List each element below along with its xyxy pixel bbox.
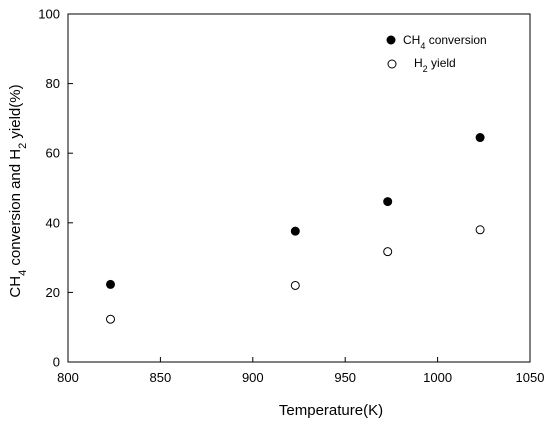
legend: CH4 conversion H2 yield <box>386 33 487 74</box>
x-tick-label: 800 <box>57 370 79 385</box>
y-tick-label: 100 <box>38 7 60 22</box>
x-tick-label: 1000 <box>423 370 452 385</box>
y-axis-label-part2: conversion and H <box>7 149 24 270</box>
data-point-h2 <box>106 314 116 324</box>
legend-label-h2-sub: 2 <box>423 64 428 74</box>
data-point-ch4 <box>475 133 485 143</box>
x-axis-label: Temperature(K) <box>279 402 383 419</box>
legend-label-ch4-conversion: CH4 conversion <box>403 33 487 51</box>
y-axis-label: CH4 conversion and H2 yield(%) <box>7 84 29 297</box>
y-axis-label-part3: yield(%) <box>7 84 24 142</box>
y-tick-label: 20 <box>46 285 60 300</box>
legend-label-ch4-sub: 4 <box>420 41 425 51</box>
y-axis-label-part1: CH <box>7 276 24 298</box>
y-tick-label: 60 <box>46 146 60 161</box>
y-tick-label: 80 <box>46 76 60 91</box>
data-point-h2 <box>290 280 300 290</box>
data-points <box>106 133 485 324</box>
y-axis-label-sub2: 2 <box>17 143 29 149</box>
x-tick-label: 950 <box>334 370 356 385</box>
data-point-ch4 <box>290 226 300 236</box>
data-point-h2 <box>475 225 485 235</box>
plot-area-frame <box>67 13 531 363</box>
legend-label-ch4-main: CH <box>403 33 420 47</box>
x-axis-ticks: 800 850 900 950 1000 1050 <box>57 357 544 385</box>
x-tick-label: 850 <box>150 370 172 385</box>
data-point-h2 <box>383 247 393 257</box>
y-tick-label: 0 <box>53 355 60 370</box>
legend-label-h2-yield: H2 yield <box>414 56 456 74</box>
y-tick-label: 40 <box>46 215 60 230</box>
data-point-ch4 <box>106 279 116 289</box>
legend-label-ch4-rest: conversion <box>425 33 486 47</box>
legend-marker-h2-yield <box>387 59 397 69</box>
x-tick-label: 1050 <box>516 370 545 385</box>
y-axis-ticks: 0 20 40 60 80 100 <box>38 7 73 370</box>
y-axis-label-sub1: 4 <box>17 270 29 276</box>
legend-label-h2-rest: yield <box>428 56 456 70</box>
data-point-ch4 <box>383 197 393 207</box>
x-tick-label: 900 <box>242 370 264 385</box>
legend-label-h2-main: H <box>414 56 423 70</box>
legend-marker-ch4-conversion <box>386 35 396 45</box>
